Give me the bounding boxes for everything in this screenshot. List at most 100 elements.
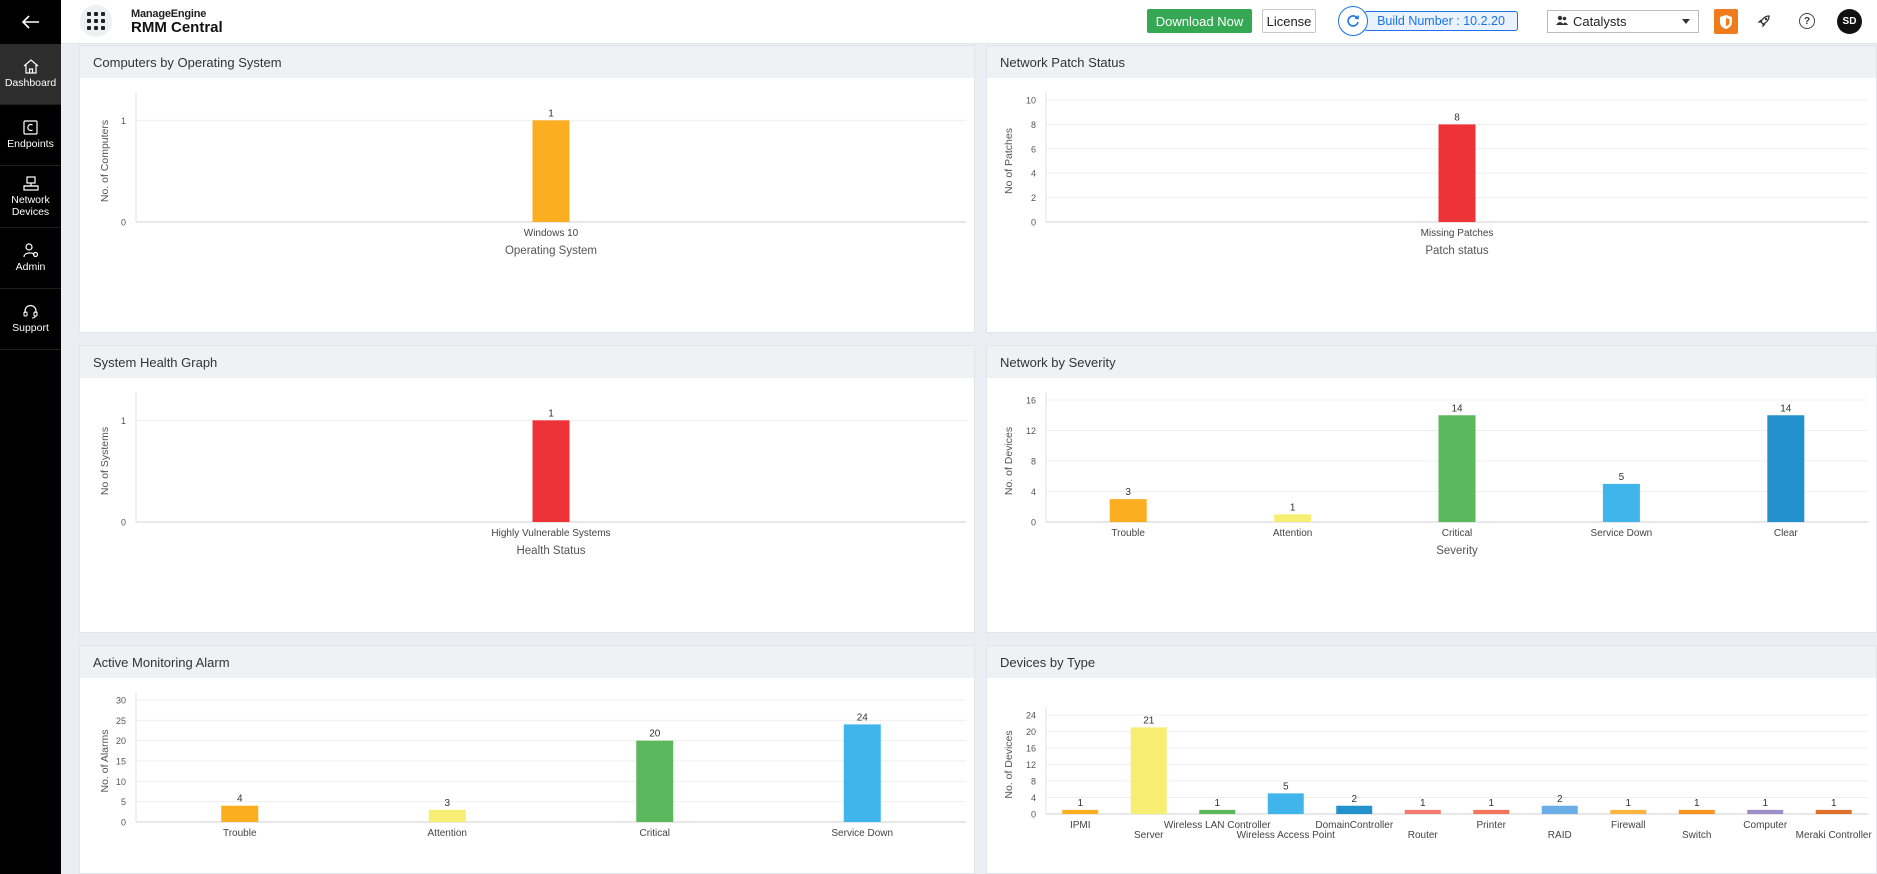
data-label: 1 [548, 108, 554, 119]
panel-title: Computers by Operating System [80, 46, 974, 78]
data-label: 1 [1625, 798, 1631, 809]
customer-select[interactable]: Catalysts [1547, 10, 1699, 33]
x-tick-label: Critical [639, 828, 670, 839]
panel-title: System Health Graph [80, 346, 974, 378]
y-tick-label: 8 [1031, 120, 1036, 130]
data-label: 1 [1290, 502, 1296, 513]
y-tick-label: 20 [116, 736, 126, 746]
x-tick-label: Attention [1273, 528, 1312, 539]
back-arrow-icon[interactable] [0, 0, 61, 44]
y-tick-label: 4 [1031, 169, 1036, 179]
y-axis-label: No of Systems [99, 427, 111, 495]
bar-raid[interactable] [1541, 805, 1578, 814]
y-tick-label: 8 [1031, 777, 1036, 787]
data-label: 21 [1143, 715, 1155, 726]
x-tick-label: Firewall [1611, 820, 1645, 831]
x-tick-label: Router [1408, 830, 1439, 841]
bar-missing-patches[interactable] [1438, 124, 1476, 222]
bar-computer[interactable] [1747, 809, 1784, 814]
app-grid-icon[interactable] [80, 5, 112, 37]
build-number-badge[interactable]: Build Number : 10.2.20 [1364, 11, 1518, 31]
data-label: 8 [1454, 112, 1460, 123]
bar-service-down[interactable] [1602, 483, 1640, 522]
bar-highly-vulnerable-systems[interactable] [532, 420, 570, 522]
x-tick-label: IPMI [1070, 820, 1091, 831]
y-axis-label: No. of Computers [99, 120, 111, 202]
y-tick-label: 0 [121, 818, 126, 828]
sidebar-item-dashboard[interactable]: Dashboard [0, 44, 61, 105]
bar-critical[interactable] [636, 740, 674, 822]
data-label: 24 [857, 712, 869, 723]
bar-clear[interactable] [1767, 415, 1805, 522]
x-tick-label: Wireless Access Point [1237, 830, 1336, 841]
users-icon [1556, 15, 1568, 28]
y-tick-label: 0 [121, 518, 126, 528]
sidebar-item-network-devices[interactable]: Network Devices [0, 166, 61, 228]
y-tick-label: 6 [1031, 144, 1036, 154]
data-label: 1 [1831, 798, 1837, 809]
bar-meraki-controller[interactable] [1815, 809, 1852, 814]
x-tick-label: Meraki Controller [1796, 830, 1873, 841]
sidebar-item-endpoints[interactable]: Endpoints [0, 105, 61, 166]
sidebar-item-support[interactable]: Support [0, 289, 61, 350]
bar-critical[interactable] [1438, 415, 1476, 522]
user-avatar[interactable]: SD [1837, 9, 1862, 34]
data-label: 1 [1488, 798, 1494, 809]
data-label: 4 [237, 794, 243, 805]
panel-title: Active Monitoring Alarm [80, 646, 974, 678]
customer-select-value: Catalysts [1573, 14, 1627, 29]
bar-firewall[interactable] [1610, 809, 1647, 814]
bar-attention[interactable] [428, 809, 466, 822]
sidebar-item-label: Network Devices [11, 193, 50, 218]
x-tick-label: Printer [1477, 820, 1507, 831]
y-tick-label: 0 [121, 218, 126, 228]
help-icon[interactable]: ? [1795, 9, 1819, 33]
sidebar-item-label: Dashboard [4, 77, 57, 89]
bar-trouble[interactable] [221, 805, 259, 822]
bar-router[interactable] [1404, 809, 1441, 814]
rocket-icon[interactable] [1752, 9, 1776, 33]
y-tick-label: 16 [1026, 396, 1036, 406]
bar-service-down[interactable] [843, 724, 881, 822]
bar-printer[interactable] [1473, 809, 1510, 814]
y-tick-label: 12 [1026, 760, 1036, 770]
bar-switch[interactable] [1678, 809, 1715, 814]
network-patch-status-panel: Network Patch Status 0 2 4 6 8 10 No of Patche… [986, 45, 1877, 333]
bar-attention[interactable] [1274, 514, 1312, 522]
data-label: 1 [548, 408, 554, 419]
network-by-severity-panel: Network by Severity 0 4 8 12 16 No. of Device… [986, 345, 1877, 633]
panel-title: Network Patch Status [987, 46, 1876, 78]
data-label: 14 [1780, 403, 1792, 414]
y-tick-label: 4 [1031, 487, 1036, 497]
x-tick-label: RAID [1548, 830, 1572, 841]
y-tick-label: 1 [121, 116, 126, 126]
y-tick-label: 0 [1031, 518, 1036, 528]
sidebar-item-admin[interactable]: Admin [0, 228, 61, 289]
health-chart: 0 1 No of Systems 1 Highly Vulnerable System… [99, 392, 966, 557]
brand-logo[interactable]: ManageEngine RMM Central [131, 8, 223, 36]
data-label: 2 [1557, 794, 1563, 805]
bar-ipmi[interactable] [1062, 809, 1099, 814]
sidebar: Dashboard Endpoints Network Devices Admi… [0, 44, 61, 874]
y-tick-label: 2 [1031, 193, 1036, 203]
endpoints-icon [23, 120, 38, 135]
download-now-button[interactable]: Download Now [1147, 9, 1252, 33]
bar-wireless-lan-controller[interactable] [1199, 809, 1236, 814]
data-label: 1 [1214, 798, 1220, 809]
bar-windows-10[interactable] [532, 120, 570, 222]
y-tick-label: 10 [1026, 96, 1036, 106]
y-tick-label: 10 [116, 777, 126, 787]
refresh-icon[interactable] [1338, 6, 1368, 36]
x-tick-label: Trouble [1111, 528, 1145, 539]
x-tick-label: Server [1134, 830, 1164, 841]
bar-trouble[interactable] [1109, 499, 1147, 522]
bar-server[interactable] [1130, 727, 1167, 814]
shield-icon[interactable] [1714, 9, 1738, 34]
y-tick-label: 0 [1031, 810, 1036, 820]
bar-domaincontroller[interactable] [1336, 805, 1373, 814]
computers-by-os-panel: Computers by Operating System 0 1 No. of C… [79, 45, 975, 333]
x-axis-label: Severity [1436, 545, 1478, 557]
bar-wireless-access-point[interactable] [1267, 793, 1304, 814]
license-button[interactable]: License [1262, 9, 1316, 33]
